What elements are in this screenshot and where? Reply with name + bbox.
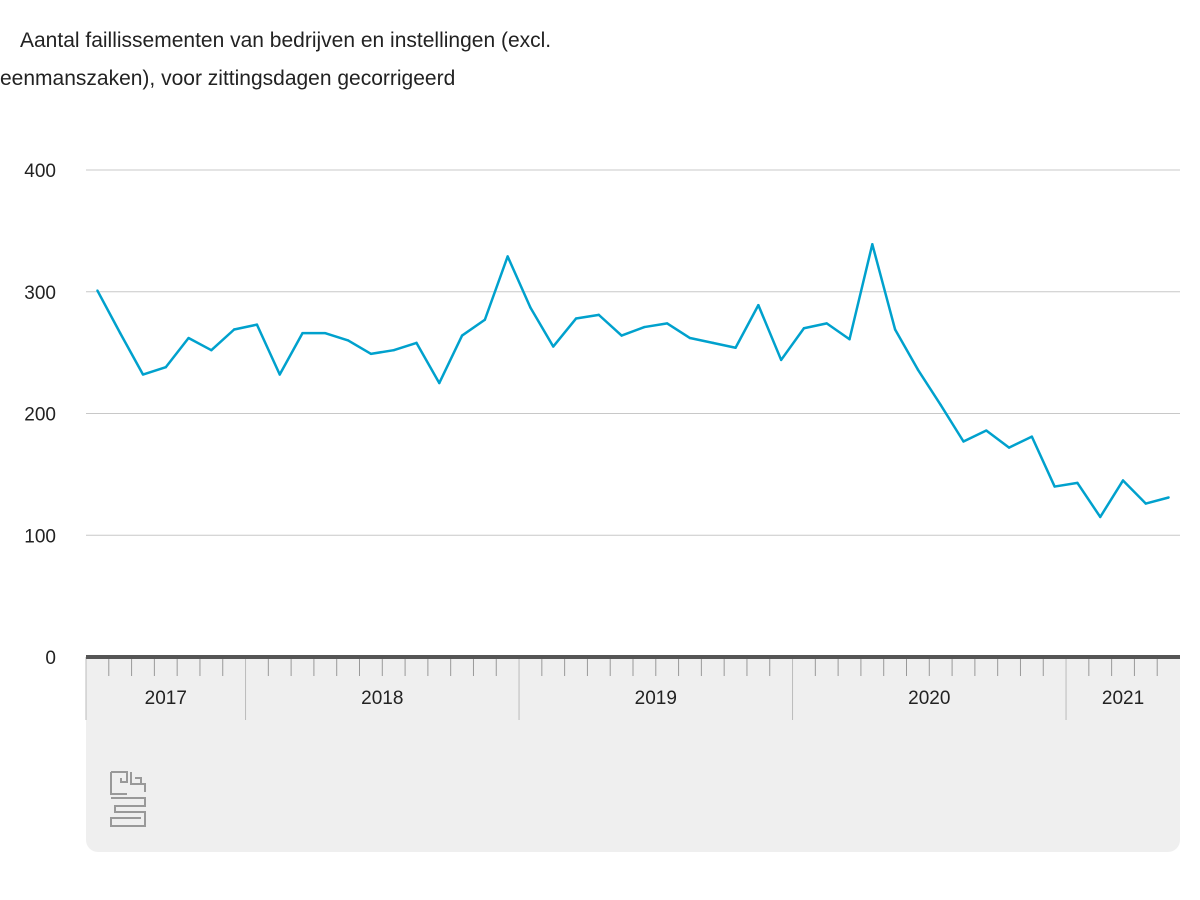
data-point [483, 318, 487, 321]
data-point [1030, 435, 1034, 438]
data-point [187, 336, 190, 340]
y-tick-label: 200 [24, 405, 56, 426]
x-tick-label: 2019 [635, 688, 677, 709]
y-tick-label: 300 [24, 283, 56, 304]
data-point [392, 348, 395, 352]
data-point [460, 334, 464, 337]
y-tick-label: 100 [24, 526, 56, 547]
data-point [688, 336, 692, 340]
data-point [962, 440, 965, 443]
data-point [301, 331, 304, 335]
data-point [1007, 446, 1011, 449]
data-point [643, 325, 646, 329]
x-tick-label: 2018 [361, 688, 403, 709]
data-point [232, 328, 236, 331]
data-point [210, 348, 213, 352]
data-point [597, 313, 601, 317]
data-point [324, 331, 327, 335]
x-axis-panel [86, 657, 1180, 852]
data-point [939, 403, 942, 407]
y-tick-label: 0 [45, 648, 56, 669]
data-point [665, 322, 669, 325]
x-tick-label: 2021 [1102, 688, 1144, 709]
y-tick-label: 400 [24, 161, 56, 182]
data-point [848, 338, 851, 341]
data-point [779, 358, 783, 362]
data-point [757, 303, 760, 307]
data-point [438, 381, 441, 385]
data-point [620, 334, 623, 337]
data-point [985, 429, 988, 432]
title-line-2: eenmanszaken), voor zittingsdagen gecorr… [0, 67, 456, 90]
data-point [802, 327, 806, 330]
data-point [916, 368, 920, 371]
data-point [711, 341, 714, 345]
cbs-logo [110, 771, 146, 827]
data-point [118, 331, 122, 335]
data-point [871, 243, 874, 246]
data-point [552, 345, 555, 348]
data-point [415, 341, 418, 345]
data-point [96, 289, 99, 292]
series-line [96, 243, 1169, 519]
data-point [893, 328, 897, 331]
data-point [141, 373, 145, 376]
data-point [1099, 515, 1102, 519]
data-point [346, 339, 350, 342]
title-line-1: Aantal faillissementen van bedrijven en … [20, 29, 552, 52]
data-point [164, 366, 167, 369]
x-tick-label: 2017 [145, 688, 187, 709]
data-point [734, 346, 737, 349]
data-point [1121, 479, 1125, 482]
data-point [825, 322, 828, 325]
data-point [1144, 502, 1148, 505]
data-point [255, 323, 259, 326]
x-tick-label: 2020 [908, 688, 950, 709]
data-point [506, 255, 509, 258]
data-point [278, 373, 281, 376]
data-point [369, 352, 373, 356]
data-point [1167, 496, 1170, 499]
data-point [1076, 481, 1079, 485]
chart-title: Aantal faillissementen van bedrijven en … [0, 22, 700, 98]
data-point [574, 317, 578, 320]
data-point [529, 306, 532, 309]
data-point [1053, 485, 1056, 488]
